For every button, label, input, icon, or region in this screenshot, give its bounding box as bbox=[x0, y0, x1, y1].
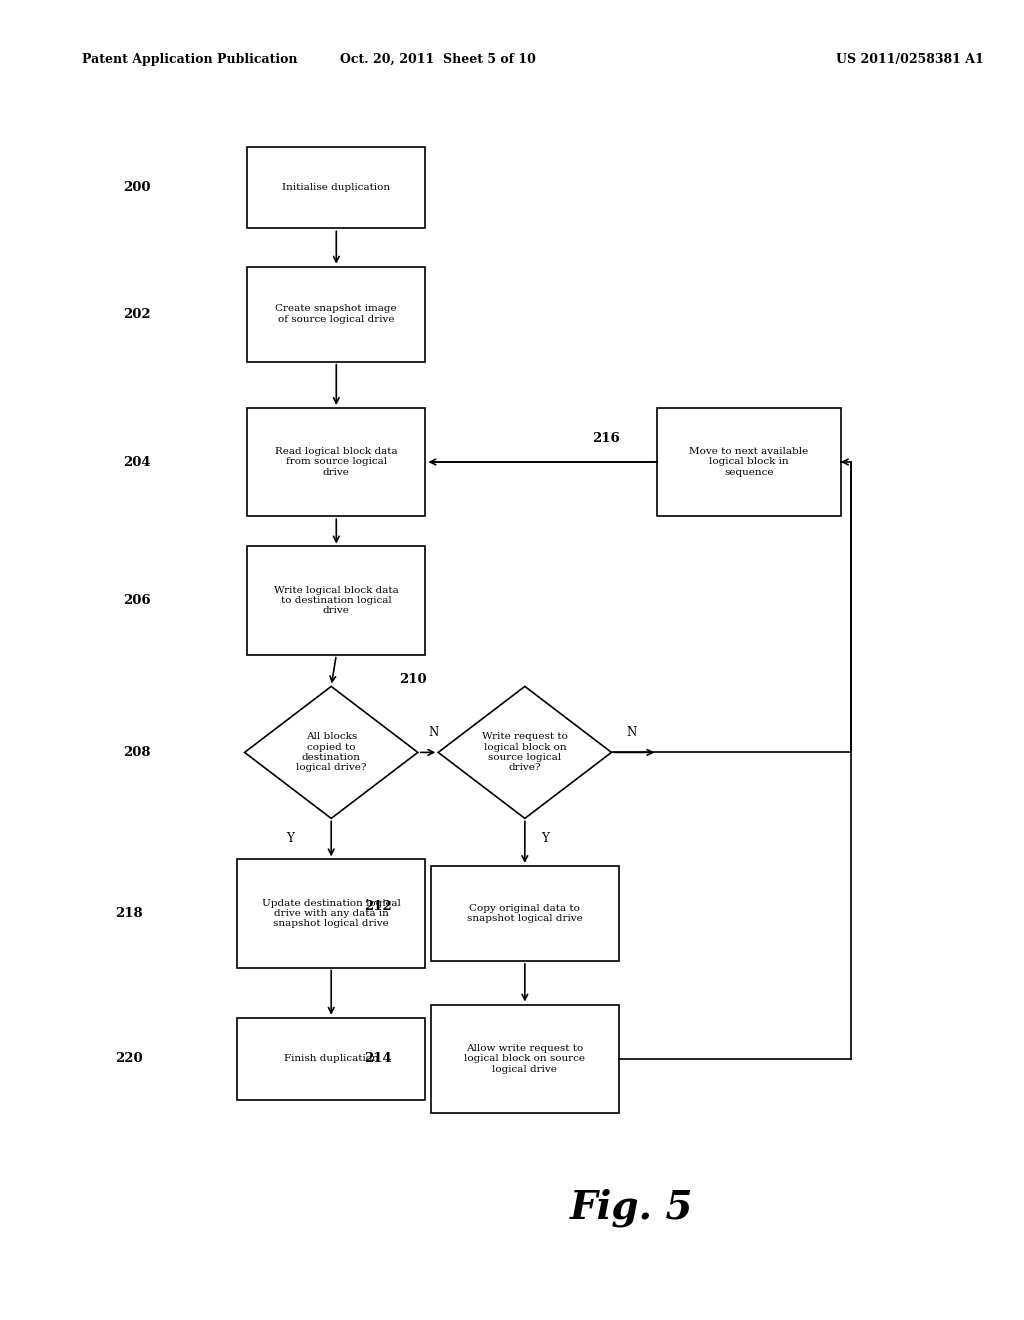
Text: Create snapshot image
of source logical drive: Create snapshot image of source logical … bbox=[275, 305, 397, 323]
Text: 220: 220 bbox=[115, 1052, 142, 1065]
Text: Allow write request to
logical block on source
logical drive: Allow write request to logical block on … bbox=[464, 1044, 586, 1073]
Polygon shape bbox=[438, 686, 611, 818]
FancyBboxPatch shape bbox=[237, 1018, 426, 1100]
Text: Move to next available
logical block in
sequence: Move to next available logical block in … bbox=[689, 447, 809, 477]
Text: 208: 208 bbox=[123, 746, 151, 759]
FancyBboxPatch shape bbox=[237, 859, 426, 968]
FancyBboxPatch shape bbox=[430, 1005, 620, 1113]
Text: 216: 216 bbox=[592, 432, 620, 445]
Text: All blocks
copied to
destination
logical drive?: All blocks copied to destination logical… bbox=[296, 733, 367, 772]
Text: Patent Application Publication: Patent Application Publication bbox=[82, 53, 297, 66]
FancyBboxPatch shape bbox=[657, 408, 841, 516]
Text: Copy original data to
snapshot logical drive: Copy original data to snapshot logical d… bbox=[467, 904, 583, 923]
Text: Update destination logical
drive with any data in
snapshot logical drive: Update destination logical drive with an… bbox=[262, 899, 400, 928]
Text: 210: 210 bbox=[399, 673, 427, 686]
Polygon shape bbox=[245, 686, 418, 818]
Text: US 2011/0258381 A1: US 2011/0258381 A1 bbox=[836, 53, 983, 66]
FancyBboxPatch shape bbox=[247, 546, 426, 655]
Text: Finish duplication: Finish duplication bbox=[284, 1055, 379, 1063]
FancyBboxPatch shape bbox=[247, 147, 426, 228]
Text: Y: Y bbox=[542, 832, 549, 845]
Text: Oct. 20, 2011  Sheet 5 of 10: Oct. 20, 2011 Sheet 5 of 10 bbox=[340, 53, 537, 66]
Text: N: N bbox=[627, 726, 637, 739]
Text: Write logical block data
to destination logical
drive: Write logical block data to destination … bbox=[274, 586, 398, 615]
FancyBboxPatch shape bbox=[247, 408, 426, 516]
Text: 206: 206 bbox=[123, 594, 151, 607]
Text: 204: 204 bbox=[123, 455, 151, 469]
Text: Y: Y bbox=[287, 832, 294, 845]
Text: 202: 202 bbox=[123, 308, 151, 321]
Text: 214: 214 bbox=[365, 1052, 392, 1065]
Text: N: N bbox=[428, 726, 438, 739]
FancyBboxPatch shape bbox=[430, 866, 620, 961]
Text: Fig. 5: Fig. 5 bbox=[570, 1188, 693, 1228]
Text: Initialise duplication: Initialise duplication bbox=[283, 183, 390, 191]
Text: Write request to
logical block on
source logical
drive?: Write request to logical block on source… bbox=[482, 733, 567, 772]
Text: Read logical block data
from source logical
drive: Read logical block data from source logi… bbox=[275, 447, 397, 477]
Text: 200: 200 bbox=[123, 181, 151, 194]
FancyBboxPatch shape bbox=[247, 267, 426, 362]
Text: 218: 218 bbox=[115, 907, 142, 920]
Text: 212: 212 bbox=[365, 900, 392, 913]
